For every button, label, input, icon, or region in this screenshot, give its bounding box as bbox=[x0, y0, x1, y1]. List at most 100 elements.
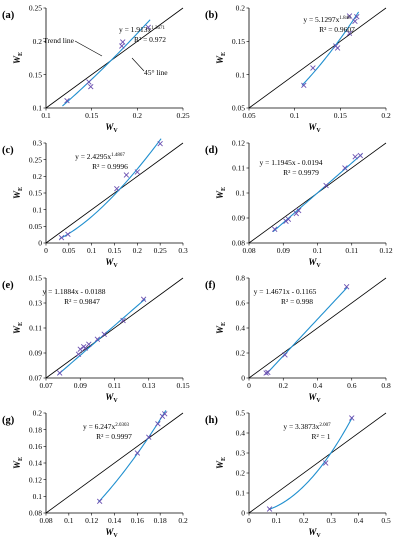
y-axis-label-subscript: E bbox=[18, 457, 24, 461]
x-tick-label: 0.07 bbox=[39, 381, 52, 390]
y-tick-label: 0.08 bbox=[232, 239, 245, 248]
y-tick-label: 0.08 bbox=[29, 509, 42, 518]
x-axis-label-subscript: V bbox=[113, 533, 118, 539]
fit-equation: y = 1.4671x - 0.1165 bbox=[254, 287, 317, 296]
x-axis-label: WV bbox=[105, 527, 118, 539]
y-axis-label-subscript: E bbox=[221, 187, 227, 191]
fit-r-squared: R² = 0.998 bbox=[281, 297, 313, 306]
y-tick-label: 0.1 bbox=[33, 205, 43, 214]
x-tick-label: 0.09 bbox=[277, 246, 290, 255]
y-axis-label: WE bbox=[12, 187, 24, 199]
x-tick-label: 0.18 bbox=[154, 516, 167, 525]
fit-equation-exponent: 1.848 bbox=[339, 16, 351, 21]
fit-equation: y = 1.1884x - 0.0188 bbox=[43, 287, 106, 296]
data-point bbox=[265, 369, 271, 376]
data-point bbox=[334, 45, 341, 51]
x-tick-label: 0.2 bbox=[133, 246, 143, 255]
trend-line bbox=[57, 298, 146, 376]
y-tick-label: 0.5 bbox=[236, 409, 246, 418]
x-axis-label: WV bbox=[308, 527, 321, 539]
data-point bbox=[263, 370, 269, 376]
data-point bbox=[271, 226, 278, 232]
data-point bbox=[282, 352, 288, 358]
y-tick-label: 0.2 bbox=[236, 349, 246, 358]
panel-label: (a) bbox=[2, 10, 15, 21]
data-point bbox=[119, 43, 125, 49]
data-point bbox=[162, 411, 168, 417]
x-tick-label: 0.16 bbox=[131, 516, 144, 525]
panel-e: 0.07 0.09 0.11 0.13 0.15 0.07 0.09 0.11 0.13 0.15… bbox=[2, 274, 190, 404]
trend-line-annotation: Trend line bbox=[43, 36, 74, 45]
x-tick-label: 0.08 bbox=[39, 516, 52, 525]
x-axis-label: WV bbox=[105, 392, 118, 404]
data-point bbox=[352, 18, 358, 25]
x-axis-label-subscript: V bbox=[316, 128, 321, 134]
y-tick-label: 0.25 bbox=[29, 4, 42, 13]
panel-label: (g) bbox=[2, 415, 15, 426]
fit-equation: y = 5.1297x1.848 bbox=[303, 15, 351, 24]
data-point bbox=[86, 341, 92, 347]
panel-c: 0 0.05 0.1 0.15 0.2 0.25 0.3 0 0.05 0.1 0.15 0.2 0.2… bbox=[2, 138, 188, 269]
x-tick-label: 0.12 bbox=[85, 516, 98, 525]
y-tick-label: 0 bbox=[241, 509, 245, 518]
y-tick-label: 0.3 bbox=[33, 139, 43, 148]
y-tick-label: 0.11 bbox=[29, 324, 42, 333]
fit-r-squared: R² = 1 bbox=[312, 432, 331, 441]
y-axis-label: WE bbox=[215, 322, 227, 334]
x-tick-label: 0.08 bbox=[242, 246, 255, 255]
x-tick-label: 0.15 bbox=[85, 111, 98, 120]
panel-label: (f) bbox=[205, 280, 216, 291]
trend-line bbox=[268, 416, 354, 511]
fit-equation-exponent: 2.007 bbox=[319, 423, 331, 428]
x-tick-label: 0.15 bbox=[334, 111, 347, 120]
x-tick-label: 0.25 bbox=[154, 246, 167, 255]
y-tick-label: 0.15 bbox=[29, 189, 42, 198]
x-tick-label: 0 bbox=[44, 246, 48, 255]
x-tick-label: 0.4 bbox=[313, 381, 323, 390]
data-point bbox=[86, 79, 92, 85]
y-axis-label: WE bbox=[12, 457, 24, 469]
data-point bbox=[65, 231, 71, 238]
x-axis-label: WV bbox=[105, 257, 118, 269]
y-tick-label: 0.09 bbox=[29, 349, 42, 358]
x-axis-label-subscript: V bbox=[113, 398, 118, 404]
fit-r-squared: R² = 0.9607 bbox=[319, 25, 355, 34]
y-axis-label-subscript: E bbox=[221, 52, 227, 56]
x-tick-label: 0.1 bbox=[64, 516, 74, 525]
y-tick-label: 0.12 bbox=[29, 475, 42, 484]
y-tick-label: 0.15 bbox=[232, 37, 245, 46]
x-tick-label: 0.2 bbox=[299, 516, 309, 525]
y-axis-label-subscript: E bbox=[18, 187, 24, 191]
y-tick-label: 0.15 bbox=[29, 274, 42, 283]
fit-equation-exponent: 1.3671 bbox=[151, 26, 165, 31]
data-point bbox=[349, 415, 355, 421]
x-axis-label-subscript: V bbox=[113, 263, 118, 269]
x-tick-label: 0.1 bbox=[41, 111, 51, 120]
y-tick-label: 0.13 bbox=[29, 299, 42, 308]
x-axis-label-subscript: V bbox=[113, 128, 118, 134]
trend-line bbox=[59, 138, 162, 240]
y-tick-label: 0.12 bbox=[232, 139, 245, 148]
y-tick-label: 0.18 bbox=[29, 425, 42, 434]
data-point bbox=[285, 216, 292, 222]
data-point bbox=[301, 82, 307, 89]
reference-line-annotation: 45° line bbox=[144, 68, 168, 77]
y-axis-label-subscript: E bbox=[18, 52, 24, 56]
data-point bbox=[58, 234, 65, 241]
x-tick-label: 0.2 bbox=[133, 111, 143, 120]
data-point bbox=[266, 506, 273, 512]
y-tick-label: 0.2 bbox=[236, 4, 246, 13]
panel-label: (d) bbox=[205, 145, 218, 156]
fit-equation-exponent: 1.4867 bbox=[111, 153, 125, 158]
y-axis-label-subscript: E bbox=[221, 457, 227, 461]
y-tick-label: 0 bbox=[38, 239, 42, 248]
x-tick-label: 0.2 bbox=[178, 516, 188, 525]
reference-45-line bbox=[45, 412, 184, 514]
y-tick-label: 0.11 bbox=[232, 164, 245, 173]
trend-line bbox=[301, 11, 360, 86]
y-tick-label: 0.07 bbox=[29, 374, 42, 383]
x-tick-label: 0.3 bbox=[327, 516, 337, 525]
fit-equation: y = 3.3873x2.007 bbox=[283, 422, 331, 431]
data-point bbox=[310, 65, 316, 71]
